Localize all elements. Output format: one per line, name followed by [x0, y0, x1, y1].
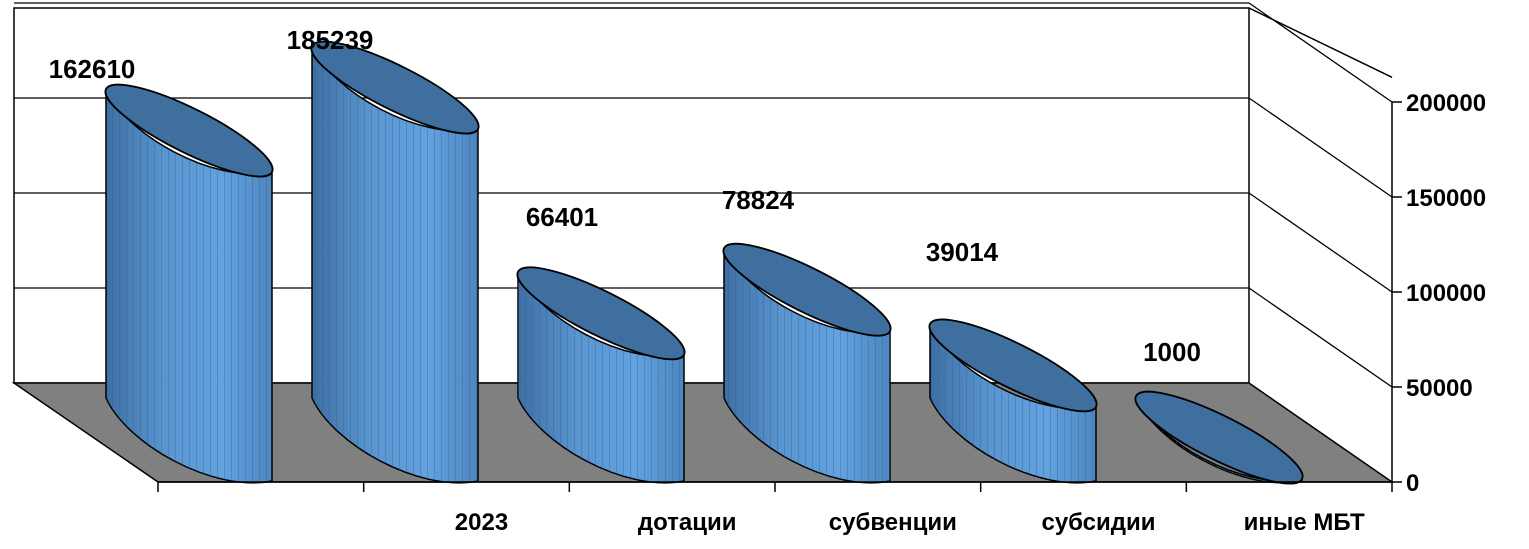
bar-body-texture [930, 323, 1096, 483]
bar [722, 242, 892, 484]
y-tick-label: 100000 [1406, 280, 1486, 307]
bar-top [928, 318, 1098, 413]
data-label: 162610 [49, 54, 136, 84]
data-label: 78824 [722, 185, 795, 215]
bar [1134, 390, 1304, 485]
x-category-label: 2023 [455, 509, 508, 536]
y-tick-label: 200000 [1406, 90, 1486, 117]
y-axis: 0 50000 100000 150000 200000 [1391, 90, 1486, 497]
bar [928, 318, 1098, 484]
x-axis: 2023 дотации субвенции субсидии иные МБТ [157, 481, 1393, 536]
bars [104, 40, 1304, 485]
data-label: 39014 [926, 237, 999, 267]
bar [516, 266, 686, 484]
y-tick-label: 0 [1406, 470, 1419, 497]
data-label: 66401 [526, 202, 598, 232]
y-tick-label: 150000 [1406, 185, 1486, 212]
bar-top [310, 40, 480, 135]
bar [104, 83, 274, 484]
data-label: 185239 [287, 25, 374, 55]
bar-body-texture [106, 89, 272, 483]
data-label: 1000 [1143, 337, 1201, 367]
gridline-side [1248, 97, 1393, 198]
x-category-label: иные МБТ [1244, 509, 1365, 536]
y-tick-label: 50000 [1406, 375, 1473, 402]
bar-body-texture [312, 46, 478, 483]
bar-top [1134, 390, 1304, 485]
bar-top [516, 266, 686, 361]
x-category-label: субсидии [1041, 509, 1155, 536]
bar-top [722, 242, 892, 337]
gridline-side [1248, 192, 1393, 293]
x-category-label: дотации [638, 509, 737, 536]
gridline-side [1248, 287, 1393, 388]
x-category-label: субвенции [829, 509, 957, 536]
data-labels: 162610 185239 66401 78824 39014 1000 [49, 25, 1201, 367]
bar [310, 40, 480, 484]
bar-body-texture [518, 271, 684, 483]
bar-top [104, 83, 274, 178]
gridline-side [1248, 2, 1393, 103]
bar-body-texture [724, 248, 890, 483]
